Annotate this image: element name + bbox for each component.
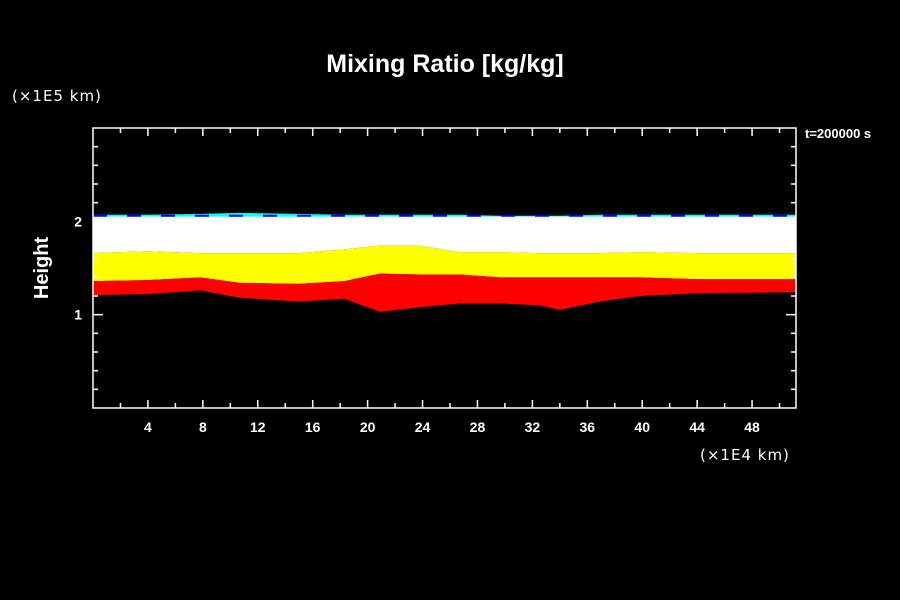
x-tick-label: 48 <box>744 419 760 435</box>
y-axis-unit: (×1E5 km) <box>12 87 102 105</box>
x-tick-label: 28 <box>470 419 486 435</box>
x-tick-label: 36 <box>580 419 596 435</box>
axis-ticks <box>93 128 796 408</box>
chart-title: Mixing Ratio [kg/kg] <box>326 50 564 78</box>
plot-frame <box>92 127 797 409</box>
x-tick-label: 40 <box>634 419 650 435</box>
x-tick-label: 12 <box>250 419 266 435</box>
band-white <box>93 216 796 254</box>
y-axis-label: Height <box>31 237 53 300</box>
x-tick-label: 16 <box>305 419 321 435</box>
x-tick-label: 8 <box>199 419 207 435</box>
x-tick-label: 20 <box>360 419 376 435</box>
y-tick-label: 1 <box>74 307 82 323</box>
time-annotation: t=200000 s <box>805 126 871 141</box>
x-tick-label: 4 <box>144 419 152 435</box>
x-axis-label: (×1E4 km) <box>700 446 790 464</box>
band-red <box>93 273 796 312</box>
contour-bands <box>93 212 796 312</box>
x-tick-label: 44 <box>689 419 705 435</box>
y-tick-label: 2 <box>74 213 82 229</box>
band-yellow <box>93 245 796 284</box>
x-tick-label: 32 <box>525 419 541 435</box>
x-tick-label: 24 <box>415 419 431 435</box>
